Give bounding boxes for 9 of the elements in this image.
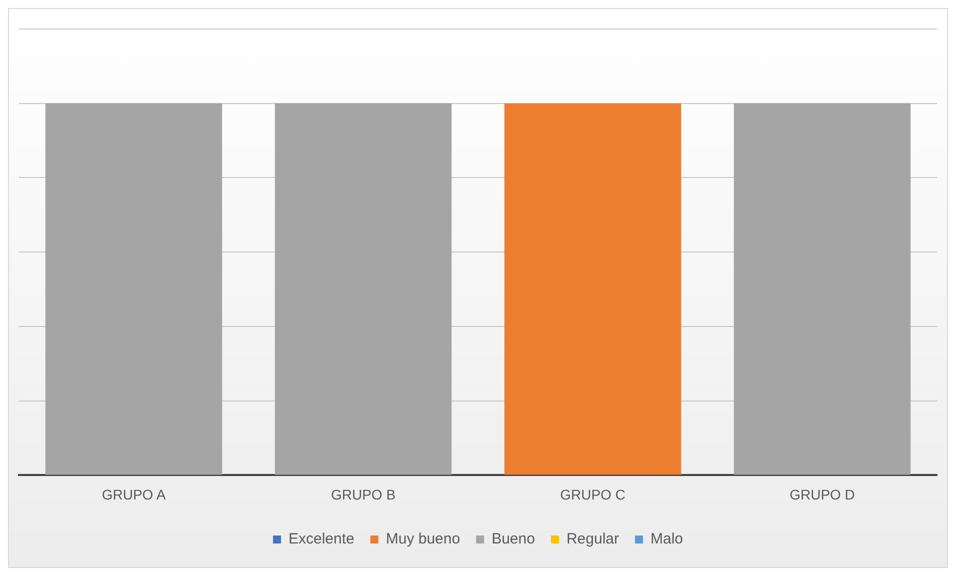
legend-label: Excelente — [288, 530, 354, 548]
legend-label: Bueno — [492, 530, 535, 548]
x-tick-label: GRUPO B — [330, 486, 396, 502]
x-tick-label: GRUPO C — [560, 486, 626, 502]
x-tick-label: GRUPO A — [102, 486, 166, 502]
legend-label: Regular — [566, 530, 619, 548]
x-tick-label: GRUPO D — [790, 486, 855, 502]
legend-label: Muy bueno — [386, 530, 460, 548]
legend-label: Malo — [650, 530, 684, 548]
